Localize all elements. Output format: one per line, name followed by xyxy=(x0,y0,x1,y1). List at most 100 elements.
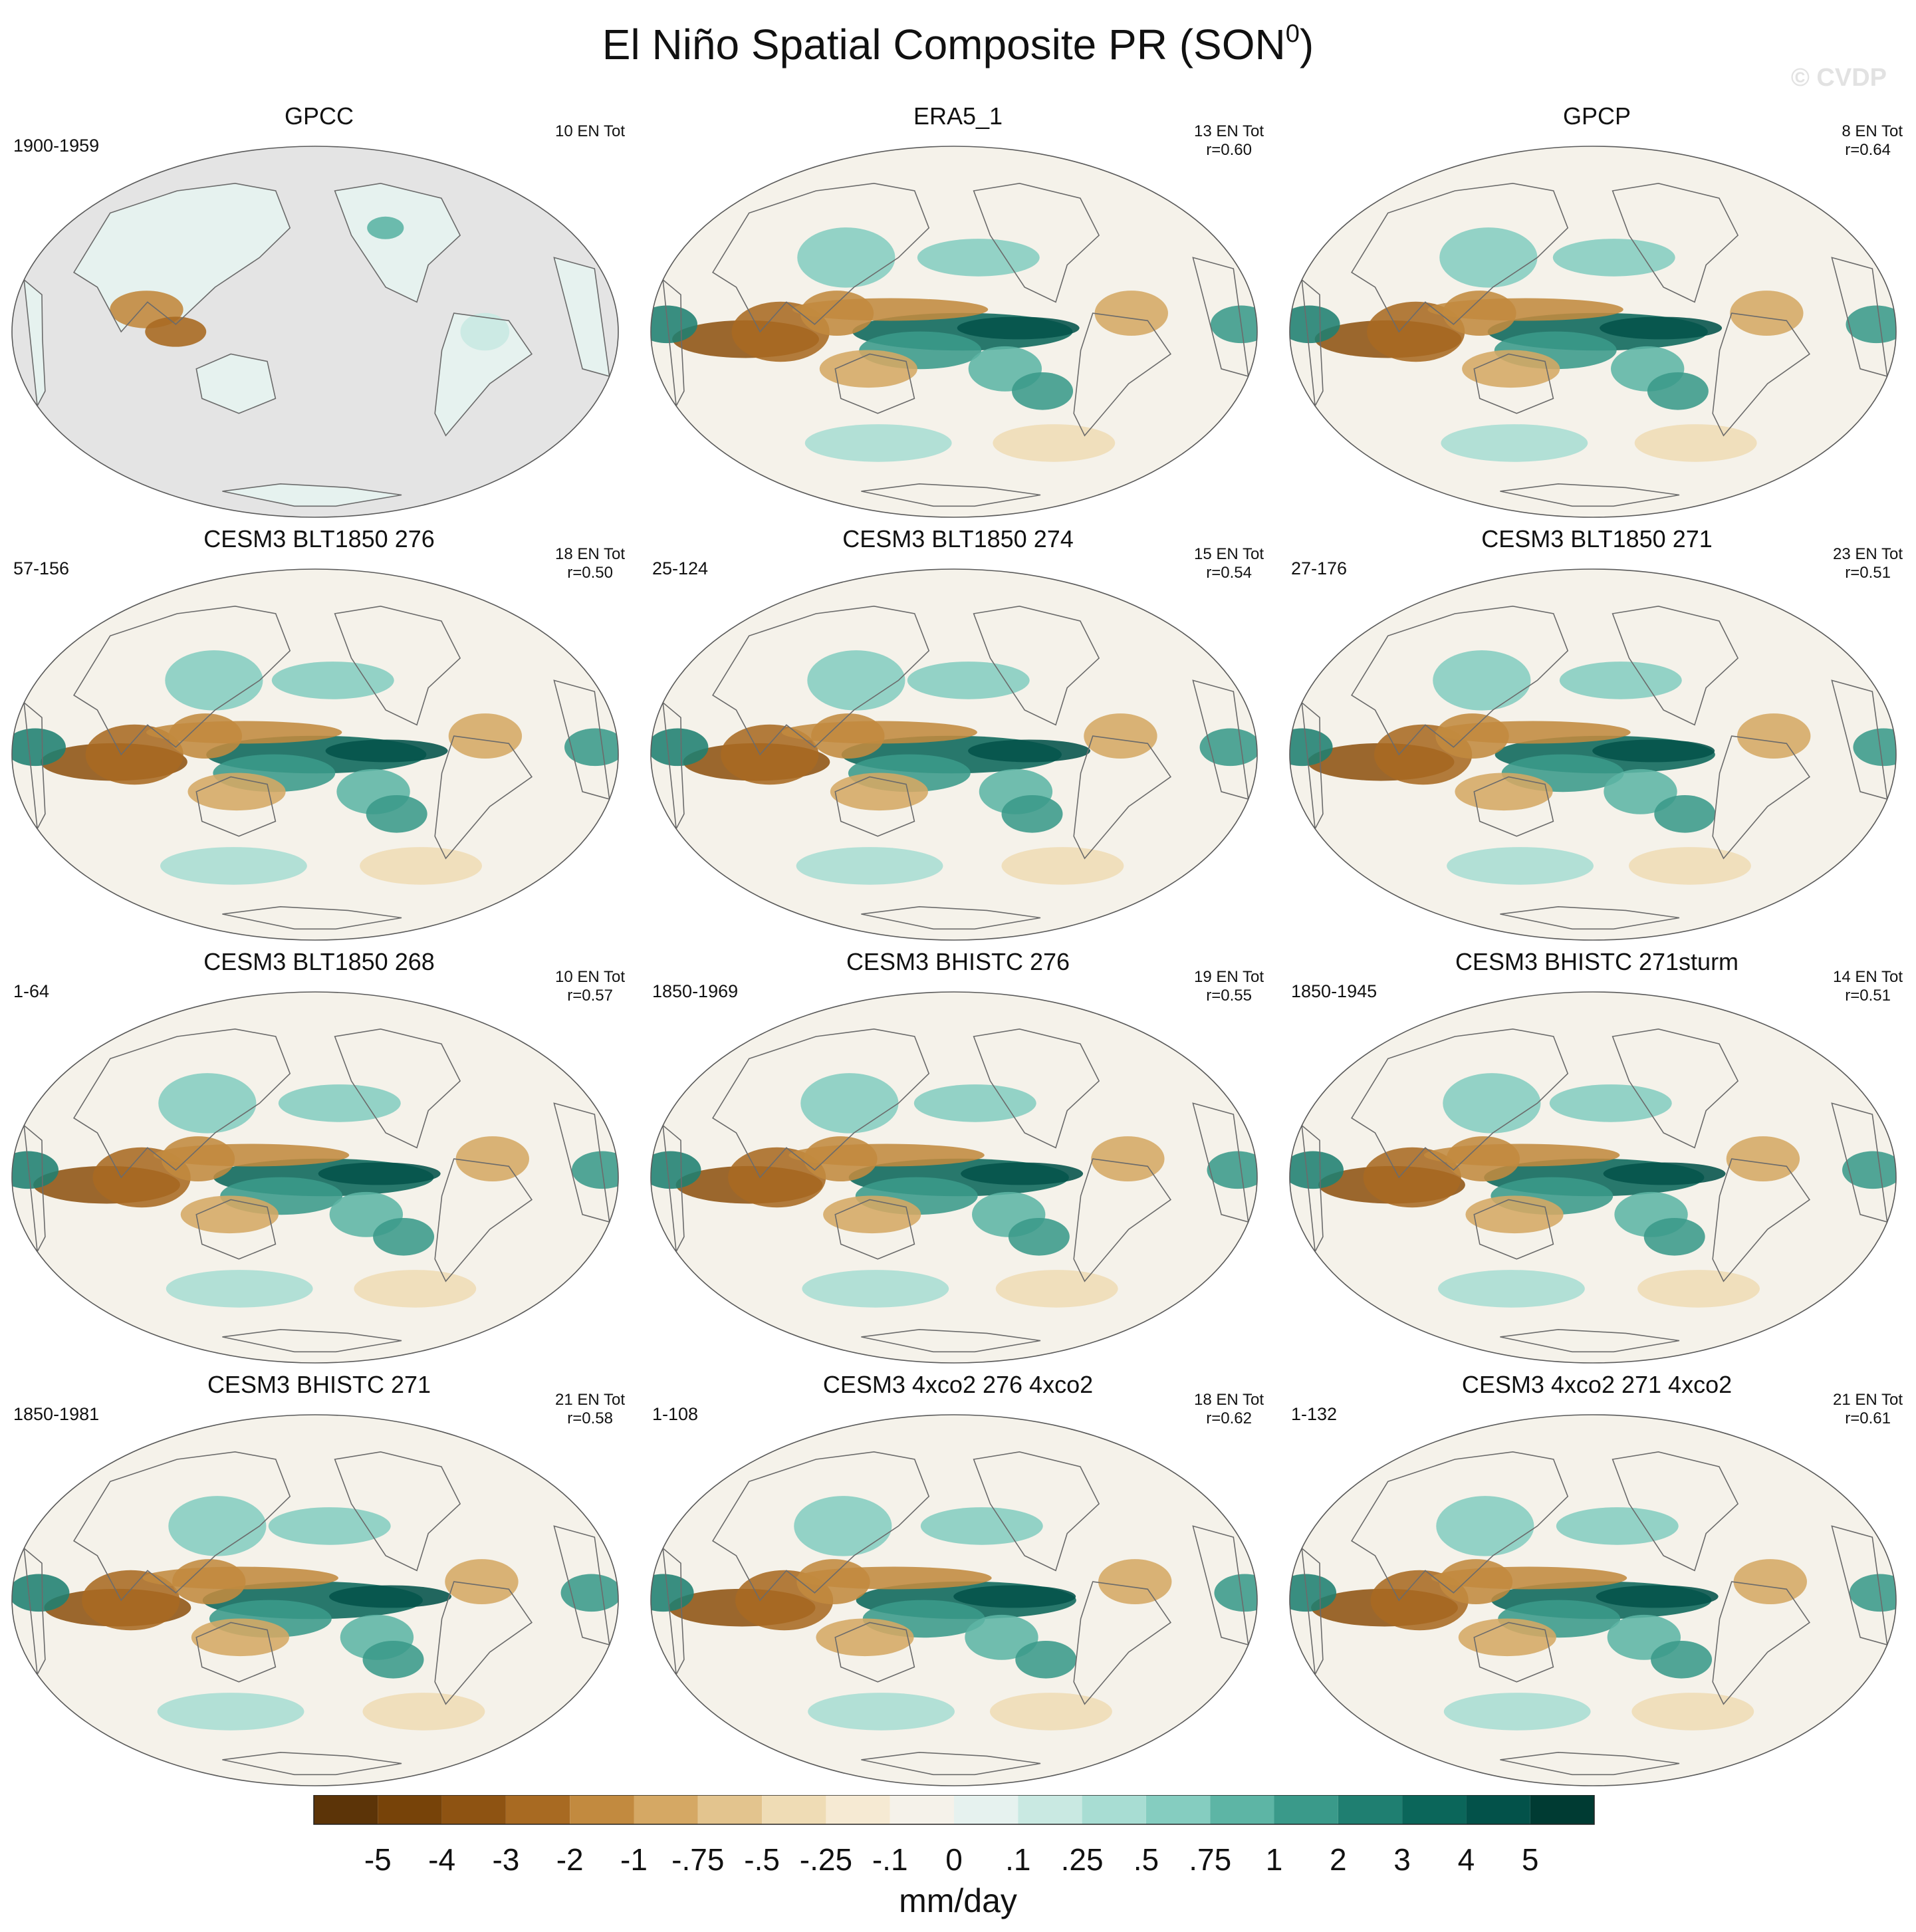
pattern-correlation: r=0.51 xyxy=(1845,987,1891,1005)
pattern-correlation: r=0.57 xyxy=(567,987,613,1005)
map-panel: CESM3 BHISTC 271 1850-1981 21 EN Tot r=0.58 xyxy=(0,1371,638,1796)
colorbar-swatch xyxy=(1530,1795,1594,1824)
colorbar-tick: 1 xyxy=(1265,1842,1283,1877)
colorbar-swatch xyxy=(762,1795,826,1824)
panel-title: ERA5_1 xyxy=(913,102,1003,130)
colorbar-swatch xyxy=(314,1795,378,1824)
colorbar-tick: 3 xyxy=(1393,1842,1411,1877)
panel-years: 1-132 xyxy=(1291,1404,1338,1424)
colorbar xyxy=(313,1795,1595,1825)
colorbar-tick: .1 xyxy=(1005,1842,1031,1877)
world-map xyxy=(11,146,619,518)
world-map xyxy=(11,568,619,941)
world-map xyxy=(650,991,1258,1364)
colorbar-swatch xyxy=(1466,1795,1530,1824)
pattern-correlation: r=0.58 xyxy=(567,1409,613,1427)
colorbar-swatch xyxy=(1402,1795,1467,1824)
en-count: 19 EN Tot xyxy=(1194,968,1264,986)
panel-title: CESM3 BLT1850 271 xyxy=(1481,525,1713,552)
panel-title: CESM3 4xco2 276 4xco2 xyxy=(822,1371,1094,1398)
colorbar-swatch xyxy=(1082,1795,1146,1824)
panel-stats: 13 EN Tot r=0.60 xyxy=(1194,122,1264,160)
panel-stats: 15 EN Tot r=0.54 xyxy=(1194,545,1264,582)
colorbar-swatch xyxy=(1210,1795,1274,1824)
panel-title: CESM3 4xco2 271 4xco2 xyxy=(1461,1371,1733,1398)
colorbar-tick: -.25 xyxy=(799,1842,853,1877)
panel-years: 1850-1981 xyxy=(13,1404,100,1424)
colorbar-swatch xyxy=(954,1795,1018,1824)
world-map xyxy=(1289,991,1897,1364)
pattern-correlation: r=0.51 xyxy=(1845,564,1891,582)
panel-stats: 18 EN Tot r=0.62 xyxy=(1194,1391,1264,1428)
colorbar-swatch xyxy=(1145,1795,1211,1824)
panel-stats: 10 EN Tot xyxy=(555,122,625,141)
en-count: 18 EN Tot xyxy=(555,545,625,563)
map-panel: CESM3 4xco2 276 4xco2 1-108 18 EN Tot r=0.6… xyxy=(639,1371,1277,1796)
colorbar-swatch xyxy=(1018,1795,1082,1824)
colorbar-swatch xyxy=(505,1795,570,1824)
panel-stats: 21 EN Tot r=0.61 xyxy=(1833,1391,1903,1428)
map-panel: CESM3 BLT1850 271 27-176 23 EN Tot r=0.51 xyxy=(1278,525,1916,951)
world-map xyxy=(11,991,619,1364)
colorbar-tick: .75 xyxy=(1189,1842,1232,1877)
colorbar-tick: -2 xyxy=(556,1842,584,1877)
colorbar-swatch xyxy=(634,1795,698,1824)
panel-title: CESM3 BHISTC 276 xyxy=(846,948,1070,975)
colorbar-tick: 5 xyxy=(1521,1842,1539,1877)
panel-title: CESM3 BLT1850 268 xyxy=(203,948,435,975)
colorbar-tick: 2 xyxy=(1330,1842,1347,1877)
panel-stats: 8 EN Tot r=0.64 xyxy=(1842,122,1903,160)
en-count: 14 EN Tot xyxy=(1833,968,1903,986)
pattern-correlation: r=0.55 xyxy=(1206,987,1252,1005)
panel-stats: 19 EN Tot r=0.55 xyxy=(1194,968,1264,1005)
world-map xyxy=(1289,146,1897,518)
colorbar-swatch xyxy=(441,1795,506,1824)
colorbar-outline xyxy=(313,1795,1595,1825)
colorbar-tick: -.5 xyxy=(744,1842,780,1877)
en-count: 21 EN Tot xyxy=(555,1391,625,1409)
en-count: 23 EN Tot xyxy=(1833,545,1903,563)
colorbar-tick: 0 xyxy=(945,1842,963,1877)
cvdp-watermark: © CVDP xyxy=(1790,64,1887,92)
colorbar-tick: -5 xyxy=(364,1842,392,1877)
panel-years: 1850-1969 xyxy=(652,981,739,1001)
en-count: 15 EN Tot xyxy=(1194,545,1264,563)
map-panel: CESM3 4xco2 271 4xco2 1-132 21 EN Tot r=0.6… xyxy=(1278,1371,1916,1796)
world-map xyxy=(1289,1414,1897,1786)
pattern-correlation: r=0.60 xyxy=(1206,141,1252,159)
panel-years: 57-156 xyxy=(13,558,70,578)
colorbar-tick: .5 xyxy=(1133,1842,1159,1877)
en-count: 10 EN Tot xyxy=(555,122,625,140)
map-panel: ERA5_1 13 EN Tot r=0.60 xyxy=(639,102,1277,528)
colorbar-swatch xyxy=(826,1795,890,1824)
colorbar-tick: -.75 xyxy=(671,1842,725,1877)
colorbar-tick: 4 xyxy=(1457,1842,1475,1877)
world-map xyxy=(11,1414,619,1786)
panel-stats: 14 EN Tot r=0.51 xyxy=(1833,968,1903,1005)
panel-title: CESM3 BHISTC 271 xyxy=(207,1371,431,1398)
colorbar-swatch xyxy=(570,1795,634,1824)
colorbar-tick: -4 xyxy=(428,1842,456,1877)
pattern-correlation: r=0.61 xyxy=(1845,1409,1891,1427)
colorbar-tick: -.1 xyxy=(872,1842,908,1877)
panel-years: 1-64 xyxy=(13,981,50,1001)
panel-years: 27-176 xyxy=(1291,558,1348,578)
world-map xyxy=(1289,568,1897,941)
map-panel: CESM3 BHISTC 271sturm 1850-1945 14 EN Tot r… xyxy=(1278,948,1916,1374)
en-count: 13 EN Tot xyxy=(1194,122,1264,140)
world-map xyxy=(650,146,1258,518)
panel-title: CESM3 BHISTC 271sturm xyxy=(1455,948,1739,975)
pattern-correlation: r=0.50 xyxy=(567,564,613,582)
en-count: 10 EN Tot xyxy=(555,968,625,986)
panel-years: 1900-1959 xyxy=(13,136,100,156)
panel-stats: 21 EN Tot r=0.58 xyxy=(555,1391,625,1428)
map-panel: GPCC 1900-1959 10 EN Tot xyxy=(0,102,638,528)
panel-years: 25-124 xyxy=(652,558,709,578)
colorbar-tick: -3 xyxy=(492,1842,520,1877)
panel-stats: 10 EN Tot r=0.57 xyxy=(555,968,625,1005)
panel-years: 1850-1945 xyxy=(1291,981,1377,1001)
en-count: 18 EN Tot xyxy=(1194,1391,1264,1409)
pattern-correlation: r=0.64 xyxy=(1845,141,1891,159)
en-count: 8 EN Tot xyxy=(1842,122,1903,140)
